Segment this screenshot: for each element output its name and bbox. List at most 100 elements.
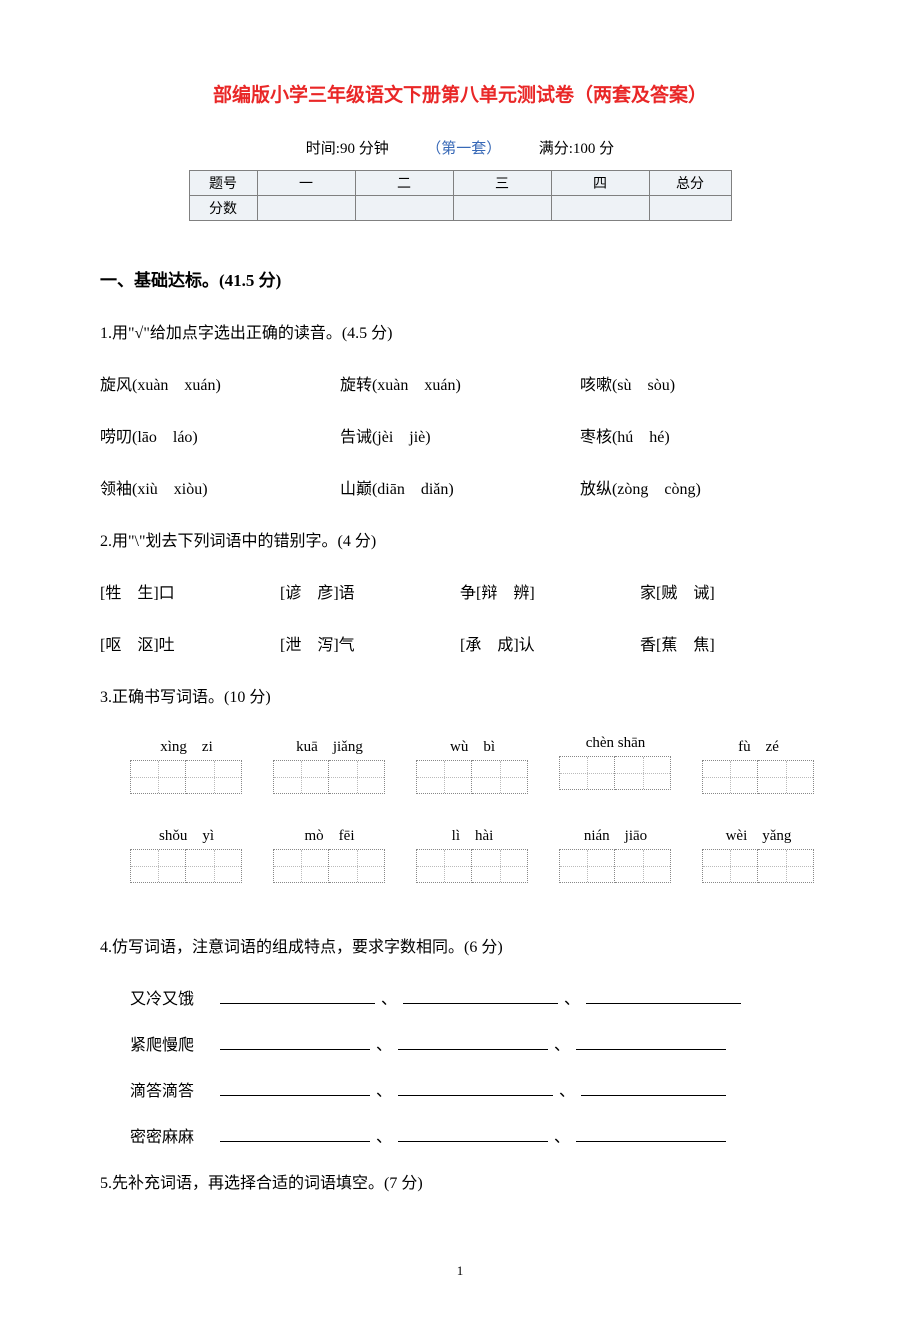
q3-row: shǒu yì mò fēi lì hài nián jiāo wèi yǎng xyxy=(130,824,820,883)
blank-input[interactable] xyxy=(403,986,558,1004)
q2-item: 家[贼 诫] xyxy=(640,579,820,603)
q4-sample: 紧爬慢爬 xyxy=(130,1031,220,1055)
q1-prompt: 1.用"√"给加点字选出正确的读音。(4.5 分) xyxy=(100,319,820,343)
pinyin-item: mò fēi xyxy=(273,824,386,883)
table-row: 题号 一 二 三 四 总分 xyxy=(189,171,731,196)
exam-title: 部编版小学三年级语文下册第八单元测试卷（两套及答案） xyxy=(100,80,820,107)
q4-sample: 滴答滴答 xyxy=(130,1077,220,1101)
pinyin-label: wèi yǎng xyxy=(702,824,815,845)
score-cell[interactable] xyxy=(257,196,355,221)
pinyin-item: wù bì xyxy=(416,735,529,794)
writing-grid[interactable] xyxy=(416,760,529,794)
blank-input[interactable] xyxy=(398,1124,548,1142)
writing-grid[interactable] xyxy=(702,760,815,794)
pinyin-label: nián jiāo xyxy=(559,824,672,845)
header-cell: 四 xyxy=(551,171,649,196)
q1-row: 唠叨(lāo láo) 告诫(jèi jiè) 枣核(hú hé) xyxy=(100,423,820,447)
blank-input[interactable] xyxy=(220,1078,370,1096)
q1-row: 旋风(xuàn xuán) 旋转(xuàn xuán) 咳嗽(sù sòu) xyxy=(100,371,820,395)
q1-item: 旋转(xuàn xuán) xyxy=(340,371,580,395)
score-table-wrapper: 题号 一 二 三 四 总分 分数 xyxy=(100,170,820,221)
q1-item: 山巅(diān diǎn) xyxy=(340,475,580,499)
header-cell: 三 xyxy=(453,171,551,196)
pinyin-label: wù bì xyxy=(416,735,529,756)
q2-row: [呕 沤]吐 [泄 泻]气 [承 成]认 香[蕉 焦] xyxy=(100,631,820,655)
q4-item-row: 紧爬慢爬 、 、 xyxy=(130,1031,820,1055)
score-cell[interactable] xyxy=(551,196,649,221)
row-label: 分数 xyxy=(189,196,257,221)
q2-item: [牲 生]口 xyxy=(100,579,280,603)
pinyin-item: wèi yǎng xyxy=(702,824,815,883)
q4-item-row: 又冷又饿 、 、 xyxy=(130,985,820,1009)
q1-item: 旋风(xuàn xuán) xyxy=(100,371,340,395)
header-cell: 总分 xyxy=(649,171,731,196)
writing-grid[interactable] xyxy=(702,849,815,883)
q2-item: [泄 泻]气 xyxy=(280,631,460,655)
pinyin-item: chèn shān xyxy=(559,735,672,794)
q1-item: 咳嗽(sù sòu) xyxy=(580,371,820,395)
header-cell: 一 xyxy=(257,171,355,196)
set-text: （第一套） xyxy=(426,141,501,157)
time-text: 时间:90 分钟 xyxy=(306,141,389,157)
writing-grid[interactable] xyxy=(130,760,243,794)
pinyin-label: kuā jiǎng xyxy=(273,735,386,756)
writing-grid[interactable] xyxy=(559,756,672,790)
pinyin-item: fù zé xyxy=(702,735,815,794)
writing-grid[interactable] xyxy=(130,849,243,883)
q4-prompt: 4.仿写词语，注意词语的组成特点，要求字数相同。(6 分) xyxy=(100,933,820,957)
fullscore-text: 满分:100 分 xyxy=(539,141,614,157)
q2-item: [呕 沤]吐 xyxy=(100,631,280,655)
score-table: 题号 一 二 三 四 总分 分数 xyxy=(189,170,732,221)
score-cell[interactable] xyxy=(649,196,731,221)
blank-input[interactable] xyxy=(586,986,741,1004)
pinyin-label: xìng zi xyxy=(130,735,243,756)
blank-input[interactable] xyxy=(220,1032,370,1050)
exam-subtitle: 时间:90 分钟 （第一套） 满分:100 分 xyxy=(100,137,820,158)
pinyin-item: xìng zi xyxy=(130,735,243,794)
q1-item: 告诫(jèi jiè) xyxy=(340,423,580,447)
header-cell: 二 xyxy=(355,171,453,196)
pinyin-label: shǒu yì xyxy=(130,824,243,845)
blank-input[interactable] xyxy=(581,1078,726,1096)
pinyin-label: mò fēi xyxy=(273,824,386,845)
q1-item: 枣核(hú hé) xyxy=(580,423,820,447)
blank-input[interactable] xyxy=(220,986,375,1004)
q3-row: xìng zi kuā jiǎng wù bì chèn shān fù zé xyxy=(130,735,820,794)
q4-item-row: 滴答滴答 、 、 xyxy=(130,1077,820,1101)
q4-item-row: 密密麻麻 、 、 xyxy=(130,1123,820,1147)
pinyin-label: fù zé xyxy=(702,735,815,756)
q1-item: 唠叨(lāo láo) xyxy=(100,423,340,447)
q2-row: [牲 生]口 [谚 彦]语 争[辩 辨] 家[贼 诫] xyxy=(100,579,820,603)
q4-sample: 密密麻麻 xyxy=(130,1123,220,1147)
q2-item: [承 成]认 xyxy=(460,631,640,655)
writing-grid[interactable] xyxy=(559,849,672,883)
pinyin-item: lì hài xyxy=(416,824,529,883)
pinyin-label: chèn shān xyxy=(559,735,672,752)
q3-prompt: 3.正确书写词语。(10 分) xyxy=(100,683,820,707)
page-number: 1 xyxy=(100,1263,820,1279)
writing-grid[interactable] xyxy=(416,849,529,883)
pinyin-item: kuā jiǎng xyxy=(273,735,386,794)
score-cell[interactable] xyxy=(453,196,551,221)
writing-grid[interactable] xyxy=(273,760,386,794)
writing-grid[interactable] xyxy=(273,849,386,883)
q2-item: 香[蕉 焦] xyxy=(640,631,820,655)
q1-item: 领袖(xiù xiòu) xyxy=(100,475,340,499)
blank-input[interactable] xyxy=(220,1124,370,1142)
score-cell[interactable] xyxy=(355,196,453,221)
blank-input[interactable] xyxy=(576,1032,726,1050)
q2-item: 争[辩 辨] xyxy=(460,579,640,603)
q2-item: [谚 彦]语 xyxy=(280,579,460,603)
header-cell: 题号 xyxy=(189,171,257,196)
blank-input[interactable] xyxy=(398,1078,553,1096)
pinyin-item: shǒu yì xyxy=(130,824,243,883)
pinyin-item: nián jiāo xyxy=(559,824,672,883)
blank-input[interactable] xyxy=(576,1124,726,1142)
q2-prompt: 2.用"\"划去下列词语中的错别字。(4 分) xyxy=(100,527,820,551)
q5-prompt: 5.先补充词语，再选择合适的词语填空。(7 分) xyxy=(100,1169,820,1193)
blank-input[interactable] xyxy=(398,1032,548,1050)
section-heading: 一、基础达标。(41.5 分) xyxy=(100,266,820,291)
table-row: 分数 xyxy=(189,196,731,221)
q1-row: 领袖(xiù xiòu) 山巅(diān diǎn) 放纵(zòng còng) xyxy=(100,475,820,499)
pinyin-label: lì hài xyxy=(416,824,529,845)
